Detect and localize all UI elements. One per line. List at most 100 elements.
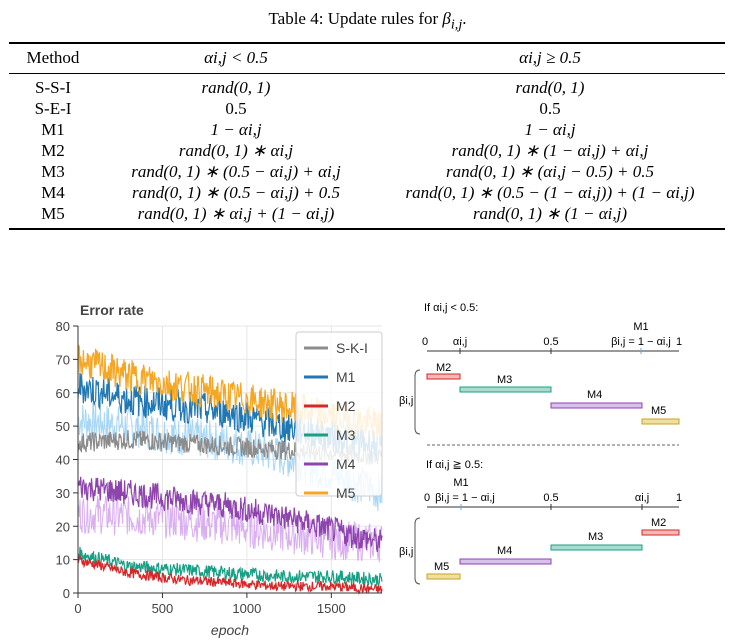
legend-label: M4: [336, 456, 356, 472]
top-bar-m3: [459, 386, 552, 393]
x-tick-label: 1500: [317, 601, 346, 616]
legend-label: M1: [336, 369, 356, 385]
caption-prefix: Table 4: Update rules for: [268, 9, 443, 28]
bottom-bar-m3-label: M3: [588, 531, 603, 543]
method-cell: S-E-I: [34, 99, 72, 118]
rule-lt-cell: rand(0, 1) ∗ (0.5 − αi,j) + 0.5: [131, 183, 341, 202]
bottom-bar-m5: [426, 573, 461, 580]
series-line-m2: [77, 554, 383, 595]
bottom-beta-label: βi,j: [399, 546, 413, 558]
update-rule-diagram: If αi,j < 0.5: M1 0 αi,j 0.5 βi,j = 1 − …: [399, 302, 682, 585]
series-line-m3: [77, 546, 383, 587]
table-row: M4 rand(0, 1) ∗ (0.5 − αi,j) + 0.5 rand(…: [9, 183, 725, 202]
top-m1-label: M1: [633, 321, 648, 333]
bottom-axis-0: 0: [424, 492, 430, 504]
series-line-m4: [77, 476, 383, 553]
method-cell: M5: [41, 204, 65, 223]
rule-ge-cell: 0.5: [539, 99, 561, 118]
caption-symbol: β: [442, 9, 451, 28]
y-tick-label: 60: [56, 386, 70, 401]
table-row: M2 rand(0, 1) ∗ αi,j rand(0, 1) ∗ (1 − α…: [9, 141, 725, 160]
header-method: Method: [26, 48, 80, 67]
legend-label: M2: [336, 398, 356, 414]
table-row: S-E-I 0.5 0.5: [9, 99, 725, 118]
table-header-row: Method αi,j < 0.5 αi,j ≥ 0.5: [9, 48, 725, 67]
top-axis-0: 0: [422, 336, 428, 348]
top-axis-alpha: αi,j: [453, 336, 467, 348]
top-bar-m2: [426, 373, 461, 380]
y-tick-label: 10: [56, 553, 70, 568]
method-cell: M1: [41, 120, 65, 139]
bottom-title: If αi,j ≧ 0.5:: [426, 459, 483, 471]
rule-ge-cell: rand(0, 1) ∗ (αi,j − 0.5) + 0.5: [445, 162, 655, 181]
top-beta-label: βi,j: [399, 395, 413, 407]
legend-label: M5: [336, 485, 356, 501]
legend-box: [295, 331, 383, 497]
top-axis-half: 0.5: [543, 336, 558, 348]
table-row: M5 rand(0, 1) ∗ αi,j + (1 − αi,j) rand(0…: [9, 204, 725, 223]
rule-lt-cell: rand(0, 1) ∗ αi,j: [178, 141, 294, 160]
rule-ge-cell: rand(0, 1) ∗ (1 − αi,j): [472, 204, 628, 223]
bottom-axis-half: 0.5: [543, 492, 558, 504]
top-bar-m4-label: M4: [587, 389, 602, 401]
rule-ge-cell: 1 − αi,j: [524, 120, 576, 139]
method-cell: S-S-I: [35, 78, 71, 97]
y-tick-label: 50: [56, 419, 70, 434]
bottom-m1-formula: βi,j = 1 − αi,j: [435, 492, 495, 504]
y-tick-label: 0: [63, 586, 70, 601]
table-caption: Table 4: Update rules for βi,j.: [0, 9, 735, 33]
y-tick-label: 30: [56, 486, 70, 501]
rule-lt-cell: rand(0, 1) ∗ (0.5 − αi,j) + αi,j: [131, 162, 341, 181]
rule-lt-cell: rand(0, 1): [201, 78, 271, 97]
top-m1-formula: βi,j = 1 − αi,j: [611, 336, 671, 348]
x-tick-label: 1000: [232, 601, 261, 616]
y-tick-label: 40: [56, 453, 70, 468]
table-top-rule: [9, 42, 725, 44]
table-row: M1 1 − αi,j 1 − αi,j: [9, 120, 725, 139]
bottom-m1-label: M1: [453, 477, 468, 489]
top-brace: [414, 369, 421, 435]
header-alpha-lt: αi,j < 0.5: [204, 48, 268, 67]
chart-title: Error rate: [80, 302, 144, 318]
rule-lt-cell: 0.5: [225, 99, 247, 118]
y-tick-label: 70: [56, 352, 70, 367]
bottom-bar-m5-label: M5: [434, 561, 449, 573]
legend: S-K-I M1 M2 M3 M4 M5: [295, 331, 383, 501]
bottom-bar-m2: [641, 529, 680, 536]
caption-subscript: i,j: [450, 16, 463, 33]
bottom-bar-m4-label: M4: [497, 545, 512, 557]
top-axis-1: 1: [676, 336, 682, 348]
rule-ge-cell: rand(0, 1): [515, 78, 585, 97]
rule-lt-cell: 1 − αi,j: [210, 120, 262, 139]
table-row: M3 rand(0, 1) ∗ (0.5 − αi,j) + αi,j rand…: [9, 162, 725, 181]
rule-lt-cell: rand(0, 1) ∗ αi,j + (1 − αi,j): [137, 204, 335, 223]
method-cell: M4: [41, 183, 65, 202]
top-bar-m2-label: M2: [436, 362, 451, 374]
bottom-bar-m3: [550, 544, 643, 551]
table-row: S-S-I rand(0, 1) rand(0, 1): [9, 78, 725, 97]
top-bar-m3-label: M3: [497, 374, 512, 386]
top-bar-m5: [641, 418, 680, 425]
method-cell: M3: [41, 162, 65, 181]
table-header-rule: [9, 73, 725, 74]
error-rate-chart: 0 10 20 30 40 50 60 70 80 0 500 1000 1500 Error rate…: [56, 302, 383, 638]
legend-label: S-K-I: [336, 340, 368, 356]
caption-suffix: .: [462, 9, 467, 28]
top-bar-m5-label: M5: [651, 405, 666, 417]
bottom-bar-m2-label: M2: [651, 517, 666, 529]
x-tick-label: 500: [152, 601, 174, 616]
rule-ge-cell: rand(0, 1) ∗ (1 − αi,j) + αi,j: [451, 141, 649, 160]
bottom-bar-m4: [459, 558, 552, 565]
axes: 0 10 20 30 40 50 60 70 80 0 500 1000 1500: [56, 319, 382, 616]
header-alpha-ge: αi,j ≥ 0.5: [519, 48, 581, 67]
bottom-axis-alpha: αi,j: [635, 492, 649, 504]
table-bottom-rule: [9, 228, 725, 230]
legend-label: M3: [336, 427, 356, 443]
method-cell: M2: [41, 141, 65, 160]
x-axis-label: epoch: [211, 622, 249, 638]
y-tick-label: 20: [56, 519, 70, 534]
y-tick-label: 80: [56, 319, 70, 334]
top-bar-m4: [550, 402, 643, 409]
top-title: If αi,j < 0.5:: [424, 302, 478, 314]
x-tick-label: 0: [74, 601, 81, 616]
